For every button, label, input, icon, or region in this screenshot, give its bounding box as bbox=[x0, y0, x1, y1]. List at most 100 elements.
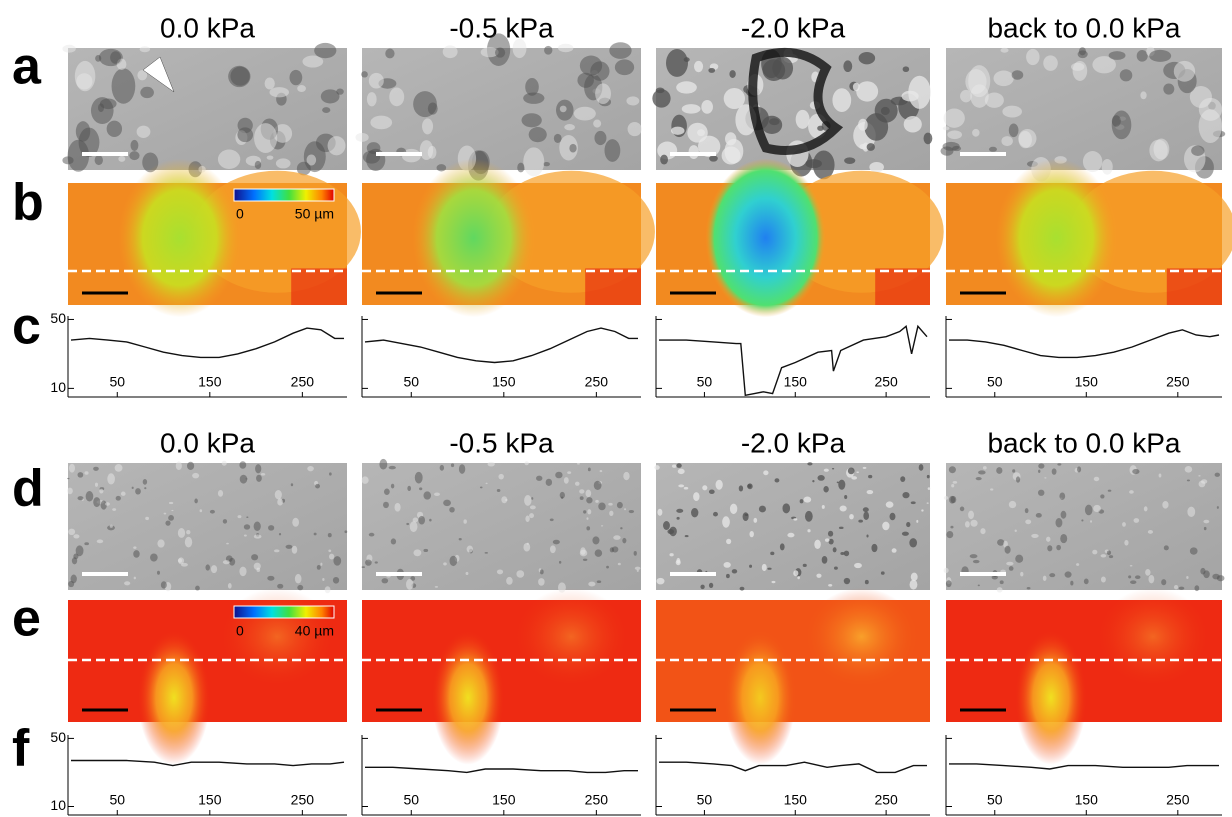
texture bbox=[676, 516, 680, 520]
texture bbox=[807, 529, 811, 533]
texture bbox=[107, 525, 115, 531]
texture bbox=[1173, 60, 1196, 82]
texture bbox=[135, 488, 141, 495]
texture bbox=[313, 532, 317, 536]
texture bbox=[253, 521, 261, 532]
texture bbox=[129, 151, 140, 161]
profile-line bbox=[659, 324, 928, 397]
texture bbox=[524, 461, 529, 466]
texture bbox=[838, 526, 844, 530]
texture bbox=[385, 48, 395, 59]
arrowhead bbox=[142, 56, 175, 93]
texture bbox=[726, 538, 732, 545]
texture bbox=[774, 478, 780, 483]
micrograph bbox=[652, 47, 933, 180]
texture bbox=[370, 115, 393, 130]
texture bbox=[1198, 97, 1223, 121]
texture bbox=[328, 553, 335, 560]
texture bbox=[918, 464, 924, 471]
texture bbox=[77, 472, 84, 478]
texture bbox=[723, 87, 745, 110]
y-tick-label: 10 bbox=[50, 379, 66, 395]
texture bbox=[498, 473, 504, 480]
x-tick-label: 50 bbox=[109, 792, 125, 808]
texture bbox=[1076, 466, 1082, 473]
texture bbox=[1006, 561, 1014, 566]
texture bbox=[165, 520, 171, 526]
texture bbox=[1194, 585, 1200, 592]
height-map bbox=[362, 158, 655, 318]
texture bbox=[828, 538, 834, 545]
texture bbox=[943, 567, 949, 574]
texture bbox=[274, 489, 282, 500]
texture bbox=[839, 505, 847, 512]
texture bbox=[320, 89, 340, 104]
texture bbox=[1081, 519, 1084, 522]
texture bbox=[577, 72, 594, 88]
texture bbox=[866, 489, 874, 495]
texture bbox=[1042, 575, 1047, 581]
texture bbox=[320, 562, 323, 566]
texture bbox=[856, 81, 879, 102]
texture bbox=[290, 483, 294, 487]
texture bbox=[1043, 55, 1058, 71]
texture bbox=[1026, 48, 1040, 66]
texture bbox=[68, 580, 75, 588]
texture bbox=[525, 77, 539, 96]
texture bbox=[693, 492, 700, 502]
texture bbox=[667, 529, 675, 535]
texture bbox=[246, 516, 249, 519]
texture bbox=[237, 127, 254, 143]
texture bbox=[947, 130, 963, 140]
x-tick-label: 50 bbox=[987, 374, 1003, 390]
texture bbox=[512, 38, 527, 59]
texture bbox=[1132, 469, 1140, 475]
texture bbox=[609, 510, 614, 517]
texture bbox=[761, 563, 767, 572]
texture bbox=[1203, 519, 1210, 524]
texture bbox=[676, 463, 682, 468]
texture bbox=[563, 477, 569, 484]
texture bbox=[926, 474, 930, 479]
texture bbox=[1214, 472, 1220, 477]
texture bbox=[1216, 506, 1219, 509]
texture bbox=[622, 537, 627, 544]
texture bbox=[623, 471, 630, 481]
texture bbox=[1158, 473, 1162, 478]
texture bbox=[230, 66, 250, 86]
texture bbox=[297, 584, 304, 591]
texture bbox=[480, 47, 499, 58]
texture bbox=[222, 560, 230, 565]
texture bbox=[322, 107, 331, 113]
texture bbox=[665, 49, 689, 77]
colorbar-max: 50 µm bbox=[295, 206, 334, 222]
texture bbox=[1173, 584, 1179, 590]
texture bbox=[559, 105, 567, 113]
height-map bbox=[946, 158, 1232, 318]
texture bbox=[1044, 477, 1047, 479]
texture bbox=[604, 139, 621, 162]
texture bbox=[145, 516, 150, 521]
texture bbox=[832, 88, 852, 113]
texture bbox=[739, 586, 745, 591]
texture bbox=[549, 545, 556, 554]
texture bbox=[843, 550, 850, 557]
low-region bbox=[137, 630, 211, 765]
texture bbox=[255, 464, 262, 474]
texture bbox=[1025, 519, 1032, 525]
texture bbox=[782, 503, 791, 514]
texture bbox=[328, 549, 332, 553]
texture bbox=[729, 503, 738, 515]
texture bbox=[940, 146, 954, 156]
texture bbox=[1186, 575, 1189, 579]
x-tick-label: 150 bbox=[492, 792, 516, 808]
texture bbox=[538, 578, 545, 586]
texture bbox=[289, 69, 303, 86]
texture bbox=[569, 143, 577, 153]
texture bbox=[1163, 83, 1175, 95]
texture bbox=[368, 72, 384, 89]
texture bbox=[585, 489, 592, 498]
texture bbox=[1200, 567, 1206, 575]
texture bbox=[949, 495, 956, 504]
texture bbox=[747, 484, 752, 488]
